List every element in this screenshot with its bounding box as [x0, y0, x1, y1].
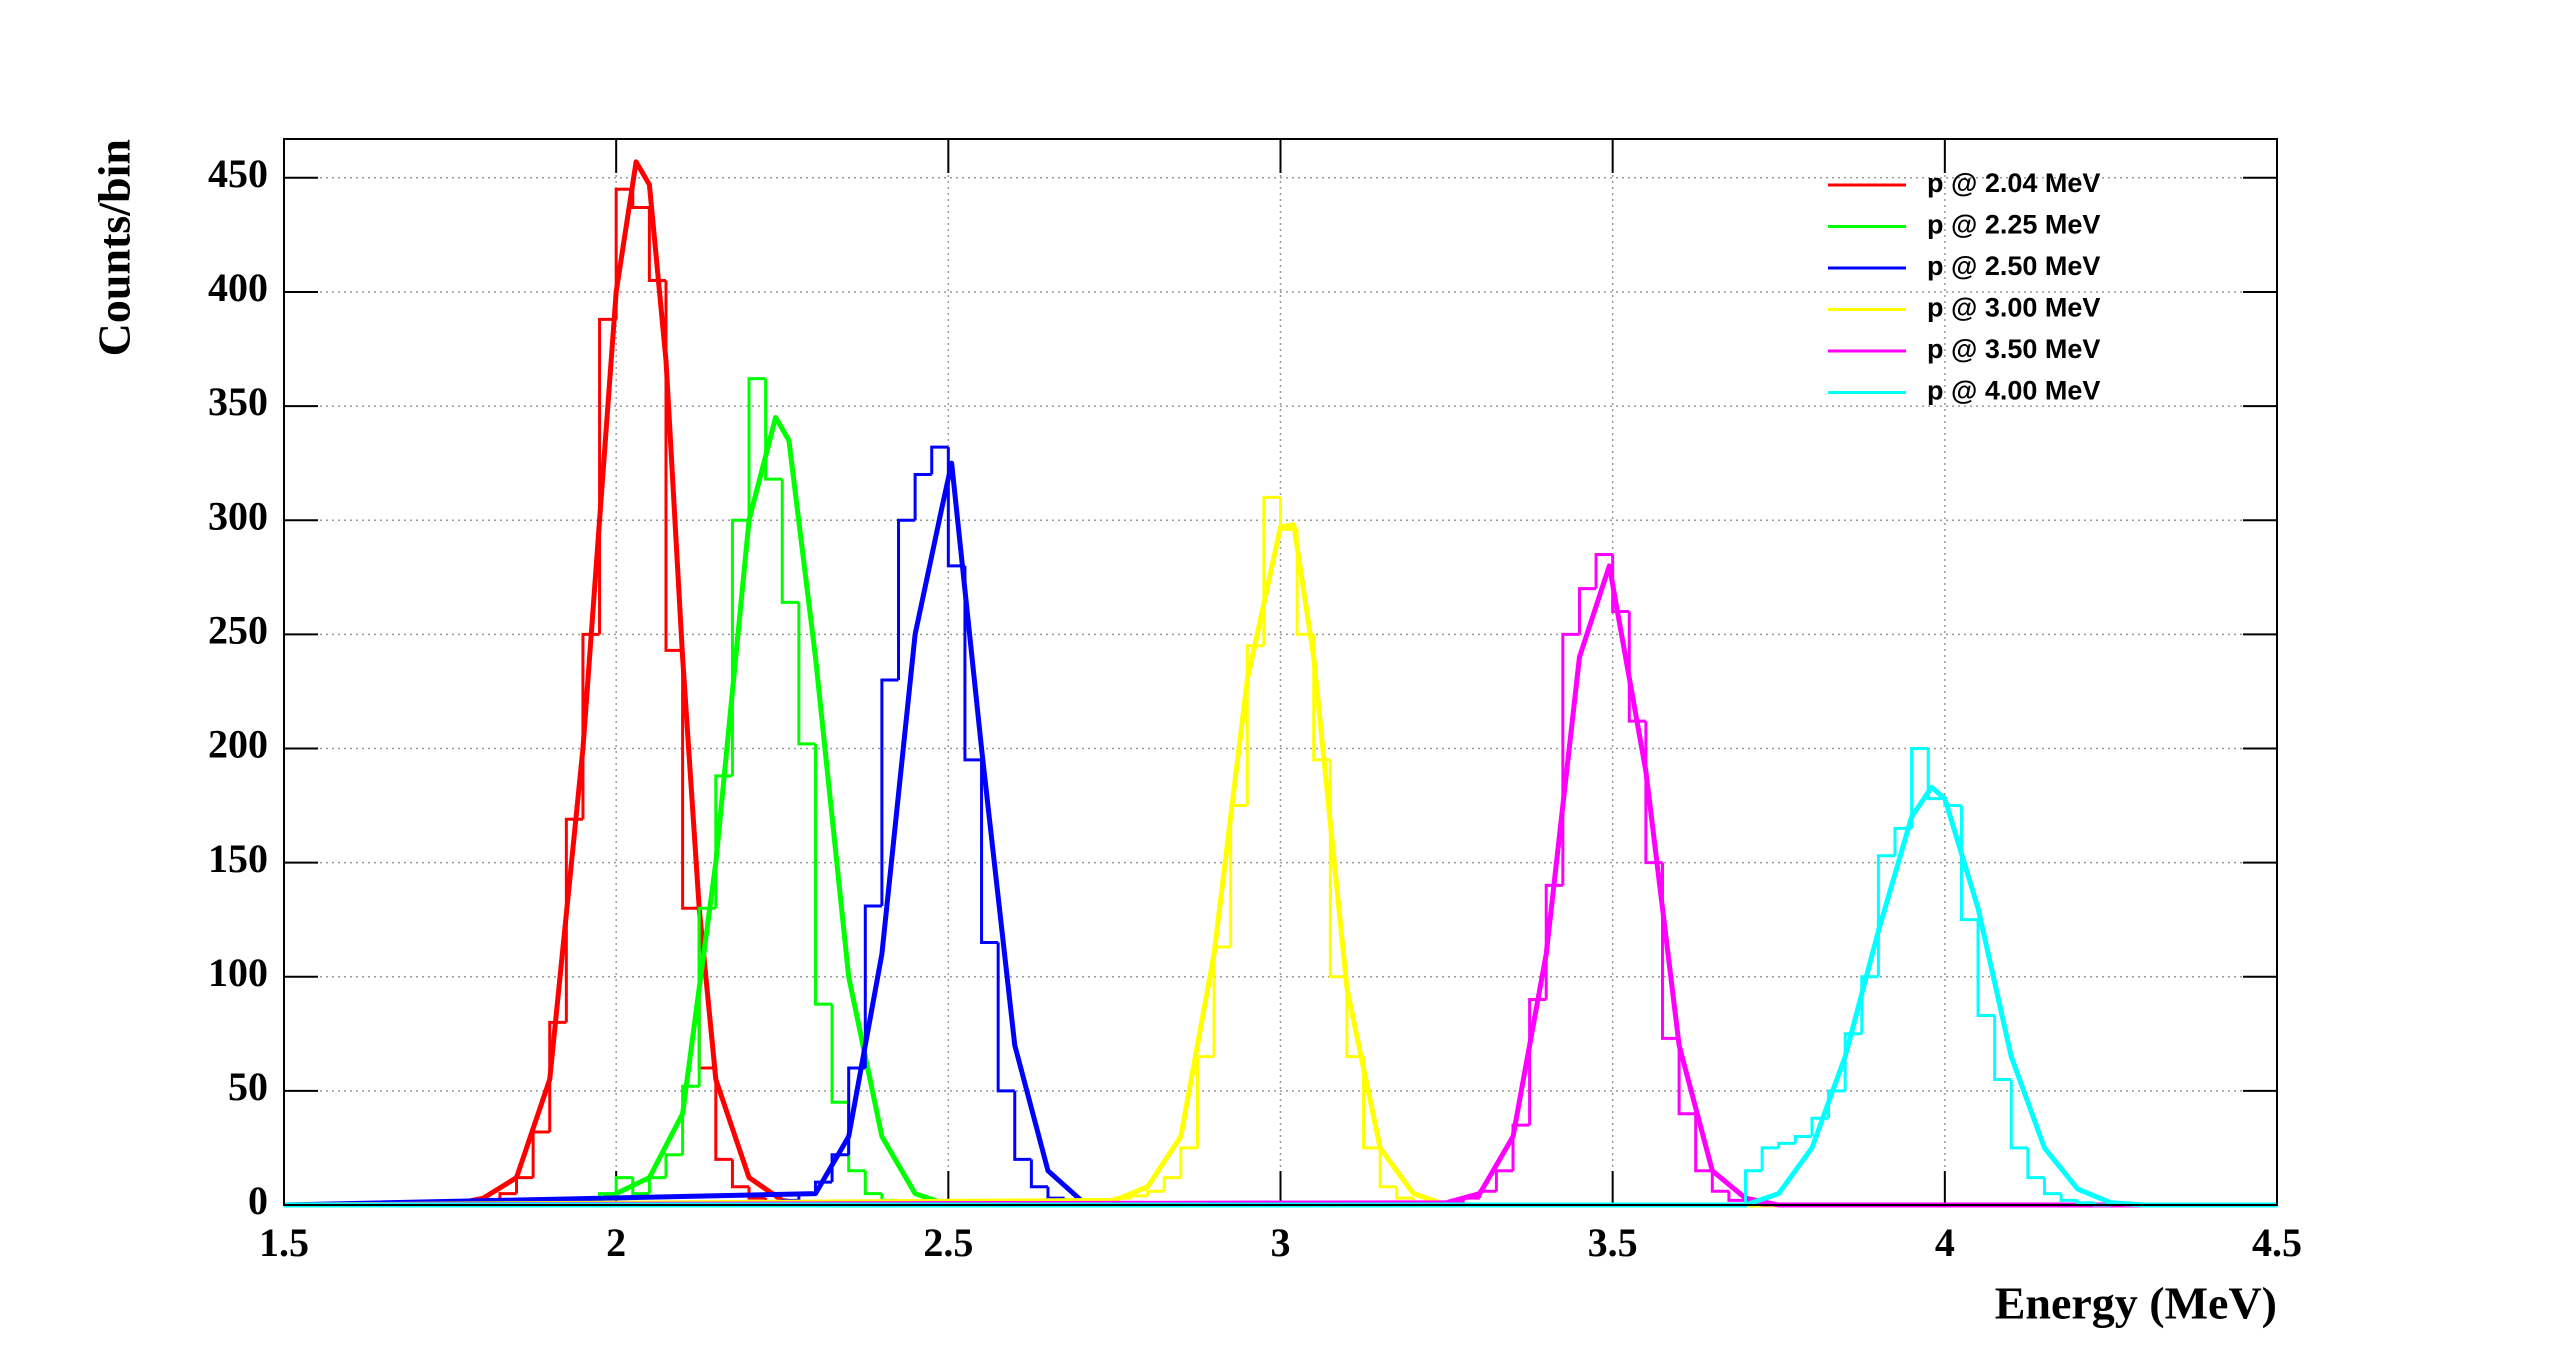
histogram-bin	[631, 189, 650, 209]
x-tick-label: 4	[1935, 1220, 1955, 1265]
histogram-bin	[1195, 1055, 1215, 1148]
fit-curve	[283, 522, 2277, 1208]
x-axis-title: Energy (MeV)	[1995, 1278, 2277, 1329]
histogram-bin	[1744, 1169, 1763, 1205]
histogram-bin	[1245, 644, 1264, 806]
histogram-bin	[980, 759, 999, 944]
legend-label: p @ 3.00 MeV	[1927, 293, 2100, 323]
histogram-bin	[830, 1153, 849, 1183]
histogram-bin	[747, 1186, 766, 1200]
x-tick-label: 3	[1271, 1220, 1291, 1265]
legend-label: p @ 4.00 MeV	[1927, 376, 2100, 406]
histogram-bin	[1362, 1056, 1381, 1150]
y-tick-label: 400	[208, 265, 268, 310]
histogram-bin	[664, 1153, 683, 1178]
histogram-bin	[1627, 611, 1646, 723]
histogram-bin	[681, 650, 700, 910]
histogram-bin	[1976, 919, 1995, 1018]
y-tick-label: 250	[208, 608, 268, 653]
histogram-bin	[1229, 804, 1248, 948]
histogram-bin	[1013, 1090, 1032, 1161]
histogram-bin	[2009, 1079, 2028, 1150]
histogram-bin	[1910, 746, 1929, 829]
y-tick-label: 50	[228, 1064, 268, 1109]
histogram-bin	[1777, 1141, 1796, 1148]
histogram-bin	[1345, 976, 1364, 1059]
histogram-bin	[764, 378, 783, 481]
fit-curve	[284, 784, 2277, 1208]
histogram-bin	[1162, 1176, 1181, 1192]
x-tick-label: 3.5	[1588, 1220, 1638, 1265]
histogram-bin	[1993, 1015, 2012, 1081]
legend-label: p @ 2.04 MeV	[1927, 168, 2100, 198]
legend-label: p @ 2.25 MeV	[1927, 210, 2100, 240]
histogram-bin	[1793, 1135, 1812, 1144]
histogram-bin	[647, 1176, 666, 1194]
histogram-bin	[515, 1176, 534, 1194]
histogram-bin	[1694, 1113, 1713, 1173]
histogram-bin	[1212, 945, 1231, 1057]
histogram-bin	[1528, 998, 1547, 1126]
histogram-bin	[1727, 1191, 1746, 1202]
y-tick-label: 150	[208, 836, 268, 881]
x-tick-label: 2.5	[923, 1220, 973, 1265]
histogram-bin	[730, 1159, 750, 1189]
histogram-bin	[1594, 552, 1613, 589]
histogram-bin	[1494, 1169, 1514, 1192]
histogram-bin	[913, 473, 932, 521]
legend-label: p @ 3.50 MeV	[1927, 334, 2100, 364]
histogram-bin	[1760, 1146, 1779, 1171]
histogram-bin	[1395, 1186, 1414, 1200]
legend-label: p @ 2.50 MeV	[1927, 251, 2100, 281]
y-tick-label: 0	[248, 1178, 268, 1223]
fit-curve	[284, 414, 2277, 1208]
x-tick-label: 2	[606, 1220, 626, 1265]
histogram-bin	[1179, 1146, 1198, 1178]
x-tick-label: 4.5	[2252, 1220, 2302, 1265]
histogram-bin	[548, 1020, 567, 1132]
histogram-bin	[1959, 805, 1979, 922]
histogram-bin	[747, 377, 766, 521]
histogram-bin	[813, 743, 833, 1006]
y-tick-label: 100	[208, 950, 268, 995]
x-tick-label: 1.5	[259, 1220, 309, 1265]
histogram-bin	[2059, 1193, 2078, 1202]
histogram-bin	[897, 518, 916, 680]
histogram-bin	[1577, 587, 1597, 635]
histogram-bin	[1046, 1186, 1065, 1200]
y-axis-title: Counts/bin	[89, 139, 140, 356]
histogram-bin	[863, 904, 882, 1069]
histogram-bin	[1860, 975, 1879, 1034]
y-tick-label: 200	[208, 722, 268, 767]
histogram-bin	[880, 678, 899, 906]
histogram-bin	[1677, 1038, 1696, 1116]
histogram-bin	[1926, 748, 1945, 801]
plot-frame	[283, 138, 2278, 1206]
fit-curve	[284, 159, 2277, 1208]
histogram-bin	[614, 1176, 633, 1194]
histogram-bin	[1029, 1159, 1048, 1189]
histogram-bin	[863, 1170, 882, 1196]
histogram-bin	[996, 942, 1015, 1093]
histogram-bin	[780, 479, 799, 604]
histogram-bin	[1710, 1170, 1729, 1193]
histogram-bin	[2042, 1177, 2062, 1196]
histogram-bin	[963, 565, 982, 762]
histogram-bin	[714, 1068, 733, 1161]
y-tick-label: 350	[208, 379, 268, 424]
histogram-bin	[797, 602, 816, 746]
histogram-bin	[2026, 1147, 2045, 1180]
histogram-bin	[2076, 1200, 2095, 1205]
histogram-bin	[1843, 1032, 1862, 1091]
histogram-bin	[681, 1084, 700, 1155]
histogram-bin	[531, 1130, 550, 1178]
histogram-bin	[830, 1004, 849, 1104]
histogram-bin	[1378, 1147, 1397, 1189]
histogram-bin	[1146, 1189, 1165, 1196]
y-tick-label: 450	[208, 151, 268, 196]
y-tick-label: 300	[208, 493, 268, 538]
histogram-bin	[1129, 1194, 1148, 1199]
histogram-bin	[930, 445, 949, 475]
